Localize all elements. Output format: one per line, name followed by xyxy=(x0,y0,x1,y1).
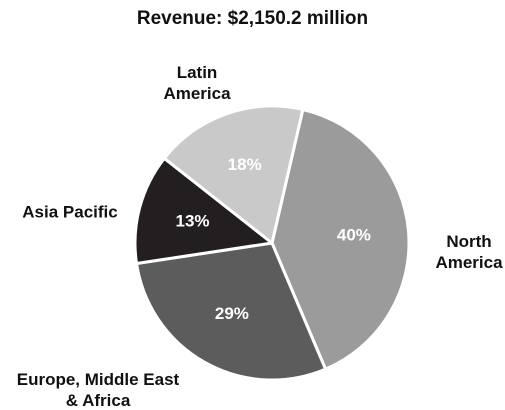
chart-title: Revenue: $2,150.2 million xyxy=(136,8,369,29)
pie-slice xyxy=(135,241,328,382)
category-label: Latin America xyxy=(163,63,231,103)
pie-slice xyxy=(162,104,305,245)
value-label: 18% xyxy=(228,155,262,174)
pie-slice xyxy=(270,108,411,371)
value-label: 29% xyxy=(215,304,249,323)
value-label: 40% xyxy=(337,225,371,244)
category-label: Asia Pacific xyxy=(22,202,118,222)
pie-slice xyxy=(133,156,274,265)
category-label: North America xyxy=(435,232,503,272)
value-label: 13% xyxy=(176,211,210,230)
category-label: Europe, Middle East & Africa xyxy=(16,370,180,410)
